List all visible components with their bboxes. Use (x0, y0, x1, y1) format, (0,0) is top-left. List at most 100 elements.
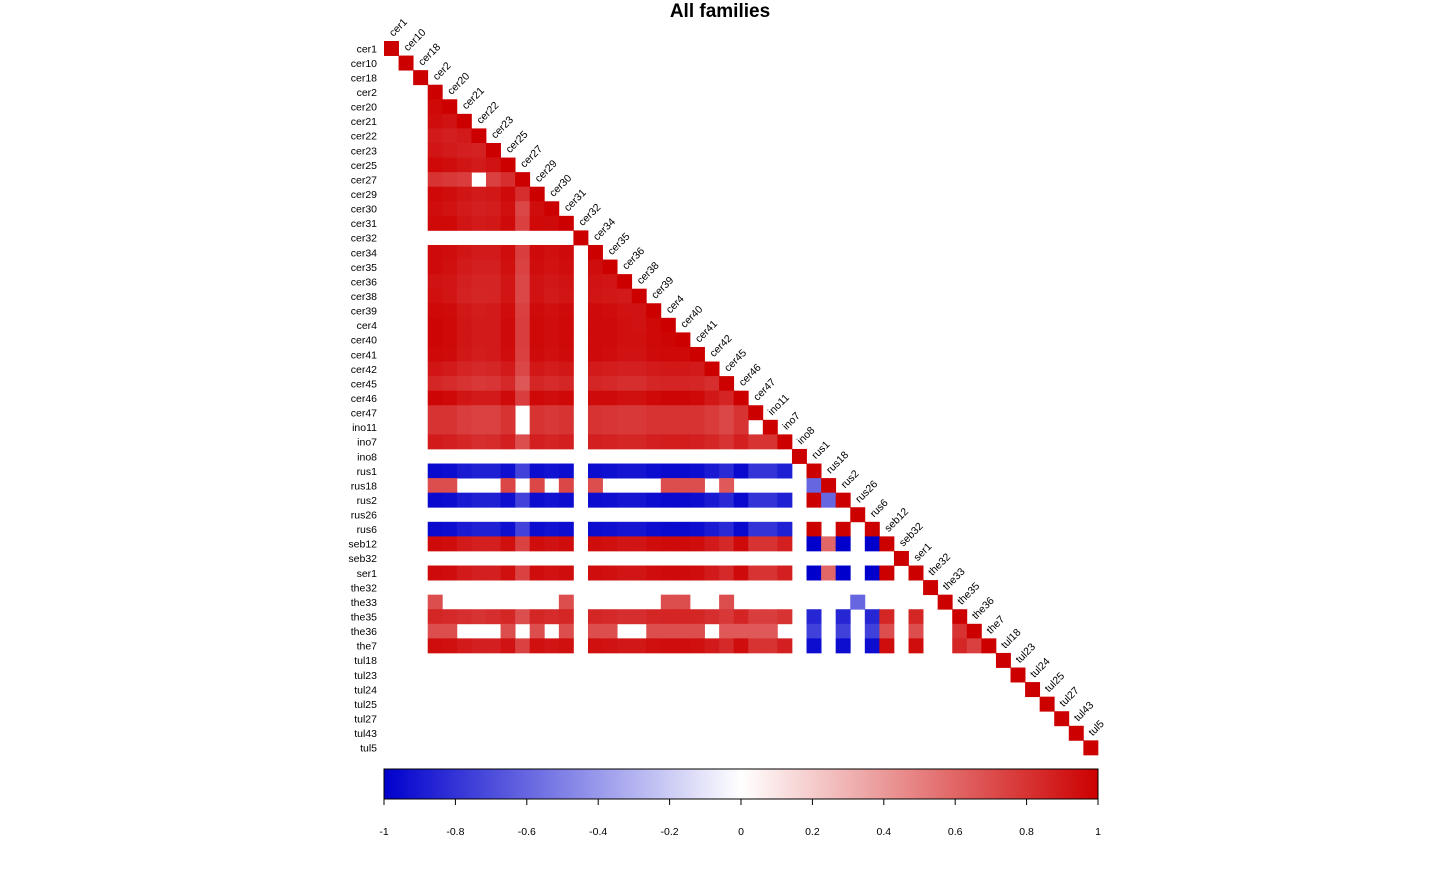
heatmap-cell-ino8-ino8 (791, 448, 807, 464)
heatmap-cell-cer4-cer23 (485, 317, 501, 333)
heatmap-cell-cer38-cer27 (515, 288, 531, 304)
row-label-cer1: cer1 (357, 43, 378, 55)
heatmap-cell-rus1-cer34 (587, 463, 603, 479)
heatmap-cell-cer22-cer20 (442, 128, 458, 144)
heatmap-cell-cer45-cer20 (442, 376, 458, 392)
heatmap-cell-the7-ino7 (777, 638, 793, 654)
heatmap-cell-cer46-cer45 (719, 390, 735, 406)
heatmap-cell-ino11-cer46 (733, 419, 749, 435)
heatmap-cell-cer40-cer40 (675, 332, 691, 348)
row-label-tul27: tul27 (354, 714, 377, 726)
heatmap-cell-cer35-cer25 (500, 259, 516, 275)
heatmap-cell-cer46-cer38 (631, 390, 647, 406)
heatmap-cell-rus2-cer39 (646, 492, 662, 508)
color-scale-tick-label: 0.6 (948, 826, 963, 838)
heatmap-cell-ino11-cer41 (689, 419, 705, 435)
row-label-rus2: rus2 (357, 495, 378, 507)
heatmap-cell-ser1-cer34 (587, 565, 603, 581)
heatmap-cell-cer45-cer42 (704, 376, 720, 392)
column-label-tul23: tul23 (1013, 641, 1038, 666)
heatmap-cell-cer45-cer4 (660, 376, 676, 392)
heatmap-cell-rus2-cer25 (500, 492, 516, 508)
heatmap-cell-cer39-cer39 (646, 303, 662, 319)
heatmap-cell-ino11-cer29 (529, 419, 545, 435)
heatmap-cell-ino7-ino11 (762, 434, 778, 450)
heatmap-cell-cer4-cer31 (558, 317, 574, 333)
heatmap-cell-cer46-cer27 (515, 390, 531, 406)
heatmap-cell-the35-cer21 (456, 609, 472, 625)
column-label-cer23: cer23 (489, 114, 516, 141)
heatmap-cell-cer47-cer42 (704, 405, 720, 421)
heatmap-cell-ser1-rus6 (864, 565, 880, 581)
row-label-cer36: cer36 (351, 276, 377, 288)
heatmap-cell-cer30-cer23 (485, 201, 501, 217)
row-label-cer30: cer30 (351, 204, 377, 216)
heatmap-cell-ino7-cer29 (529, 434, 545, 450)
row-label-the36: the36 (351, 626, 377, 638)
heatmap-cell-the7-cer46 (733, 638, 749, 654)
heatmap-cell-the7-rus1 (806, 638, 822, 654)
heatmap-cell-cer38-cer36 (617, 288, 633, 304)
heatmap-cell-ino7-cer25 (500, 434, 516, 450)
heatmap-cell-ser1-cer21 (456, 565, 472, 581)
row-label-the33: the33 (351, 597, 377, 609)
heatmap-cell-ser1-cer39 (646, 565, 662, 581)
column-label-the32: the32 (926, 551, 953, 578)
heatmap-cell-the35-ino7 (777, 609, 793, 625)
heatmap-cell-cer45-cer21 (456, 376, 472, 392)
heatmap-cell-the35-rus2 (835, 609, 851, 625)
heatmap-cell-cer35-cer35 (602, 259, 618, 275)
heatmap-cell-ino7-cer38 (631, 434, 647, 450)
heatmap-cell-seb12-cer20 (442, 536, 458, 552)
heatmap-cell-rus1-cer38 (631, 463, 647, 479)
heatmap-cell-rus1-cer23 (485, 463, 501, 479)
heatmap-cell-rus1-cer39 (646, 463, 662, 479)
heatmap-cell-the36-cer25 (500, 623, 516, 639)
heatmap-cell-cer4-cer34 (587, 317, 603, 333)
heatmap-cell-cer36-cer21 (456, 274, 472, 290)
row-label-cer29: cer29 (351, 189, 377, 201)
heatmap-cell-the7-cer34 (587, 638, 603, 654)
heatmap-cell-cer38-cer20 (442, 288, 458, 304)
row-label-cer31: cer31 (351, 218, 377, 230)
heatmap-cell-cer27-cer27 (515, 172, 531, 188)
heatmap-cell-tul23-tul23 (1010, 667, 1026, 683)
heatmap-cell-the35-cer22 (471, 609, 487, 625)
heatmap-cell-ser1-cer41 (689, 565, 705, 581)
heatmap-cell-seb12-cer35 (602, 536, 618, 552)
column-label-cer21: cer21 (460, 85, 487, 112)
heatmap-cell-cer31-cer25 (500, 215, 516, 231)
row-label-cer27: cer27 (351, 174, 377, 186)
heatmap-cell-the7-cer45 (719, 638, 735, 654)
heatmap-cell-seb12-cer27 (515, 536, 531, 552)
heatmap-cell-cer38-cer21 (456, 288, 472, 304)
heatmap-cell-cer39-cer23 (485, 303, 501, 319)
heatmap-cell-cer40-cer27 (515, 332, 531, 348)
heatmap-cell-ser1-ino11 (762, 565, 778, 581)
color-scale-ticks: -1 -0.8 -0.6 -0.4 -0.2 0 0.2 0.4 0.6 0.8 1 (379, 799, 1101, 838)
heatmap-cell-the35-rus6 (864, 609, 880, 625)
heatmap-cell-ino11-cer40 (675, 419, 691, 435)
heatmap-cell-cer35-cer29 (529, 259, 545, 275)
heatmap-cell-ser1-rus1 (806, 565, 822, 581)
column-label-ino8: ino8 (795, 424, 818, 447)
heatmap-cell-the7-cer25 (500, 638, 516, 654)
heatmap-cell-the35-cer35 (602, 609, 618, 625)
column-label-the35: the35 (955, 580, 982, 607)
heatmap-cell-ser1-ser1 (908, 565, 924, 581)
heatmap-cell-seb12-cer25 (500, 536, 516, 552)
heatmap-cell-the7-the35 (952, 638, 968, 654)
heatmap-cell-the35-ino11 (762, 609, 778, 625)
heatmap-cell-rus2-rus1 (806, 492, 822, 508)
row-label-cer23: cer23 (351, 145, 377, 157)
heatmap-cell-rus2-cer22 (471, 492, 487, 508)
heatmap-cell-cer29-cer27 (515, 186, 531, 202)
heatmap-cell-cer45-cer36 (617, 376, 633, 392)
heatmap-cell-cer22-cer22 (471, 128, 487, 144)
heatmap-cell-rus18-rus1 (806, 478, 822, 494)
heatmap-cell-cer41-cer38 (631, 346, 647, 362)
heatmap-cell-cer34-cer27 (515, 244, 531, 260)
heatmap-cell-the36-the36 (966, 623, 982, 639)
heatmap-cell-seb12-cer29 (529, 536, 545, 552)
heatmap-cell-rus6-rus6 (864, 521, 880, 537)
